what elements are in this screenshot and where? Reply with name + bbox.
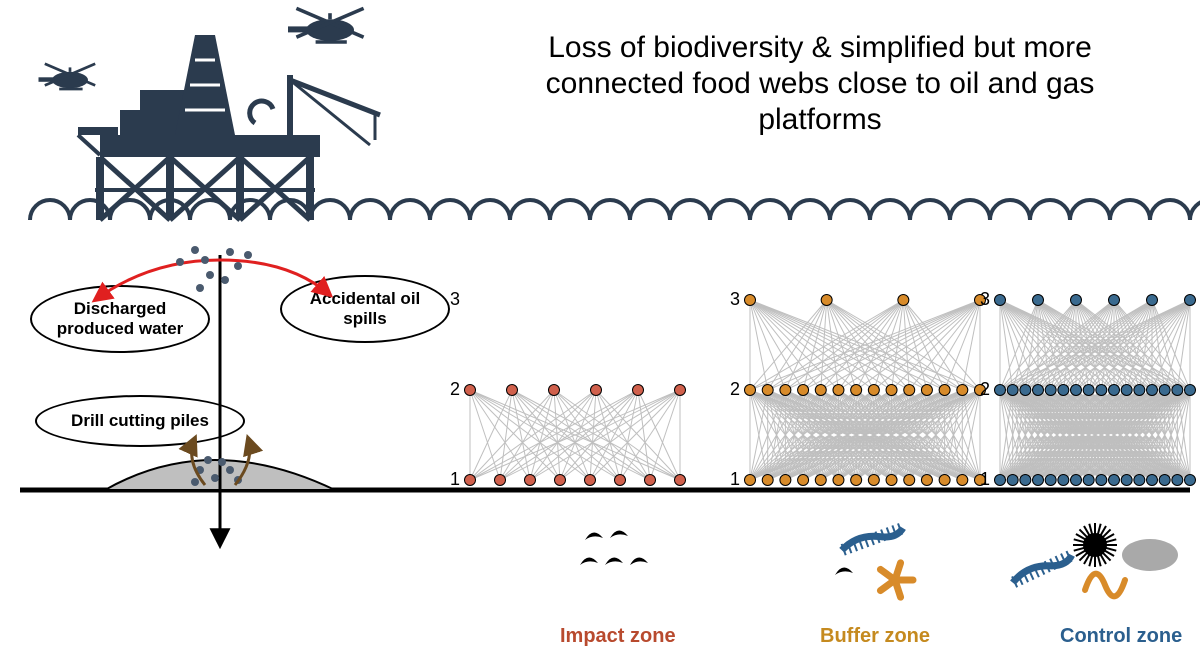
waves-icon bbox=[30, 200, 1200, 220]
urchin-icon bbox=[1073, 523, 1117, 567]
platform-icon bbox=[78, 35, 380, 220]
worm-icon bbox=[580, 557, 598, 565]
worm-icon bbox=[835, 567, 853, 575]
svg-text:3: 3 bbox=[730, 289, 740, 309]
network-2: 3 2 1 bbox=[980, 289, 1196, 489]
svg-text:3: 3 bbox=[450, 289, 460, 309]
network-1: 3 2 1 bbox=[730, 289, 986, 489]
svg-text:2: 2 bbox=[980, 379, 990, 399]
bristleworm-icon bbox=[840, 522, 905, 556]
worm-icon bbox=[630, 557, 648, 565]
stone-icon bbox=[1122, 539, 1178, 571]
worm-icon bbox=[605, 557, 623, 565]
worm-icon bbox=[585, 532, 603, 540]
seastar-icon bbox=[880, 563, 913, 597]
tubeworm-icon bbox=[1085, 574, 1125, 597]
bristleworm-icon bbox=[1010, 550, 1074, 588]
svg-text:2: 2 bbox=[730, 379, 740, 399]
svg-text:1: 1 bbox=[980, 469, 990, 489]
arrow-discharged bbox=[95, 260, 220, 300]
network-0: 3 2 1 bbox=[450, 289, 686, 489]
svg-text:1: 1 bbox=[450, 469, 460, 489]
svg-text:1: 1 bbox=[730, 469, 740, 489]
worm-icon bbox=[610, 530, 628, 538]
svg-text:2: 2 bbox=[450, 379, 460, 399]
helicopter-icon bbox=[288, 8, 364, 42]
svg-text:3: 3 bbox=[980, 289, 990, 309]
diagram-svg: 3 2 1 3 2 1 3 2 1 bbox=[0, 0, 1200, 660]
helicopter-icon bbox=[39, 64, 96, 89]
